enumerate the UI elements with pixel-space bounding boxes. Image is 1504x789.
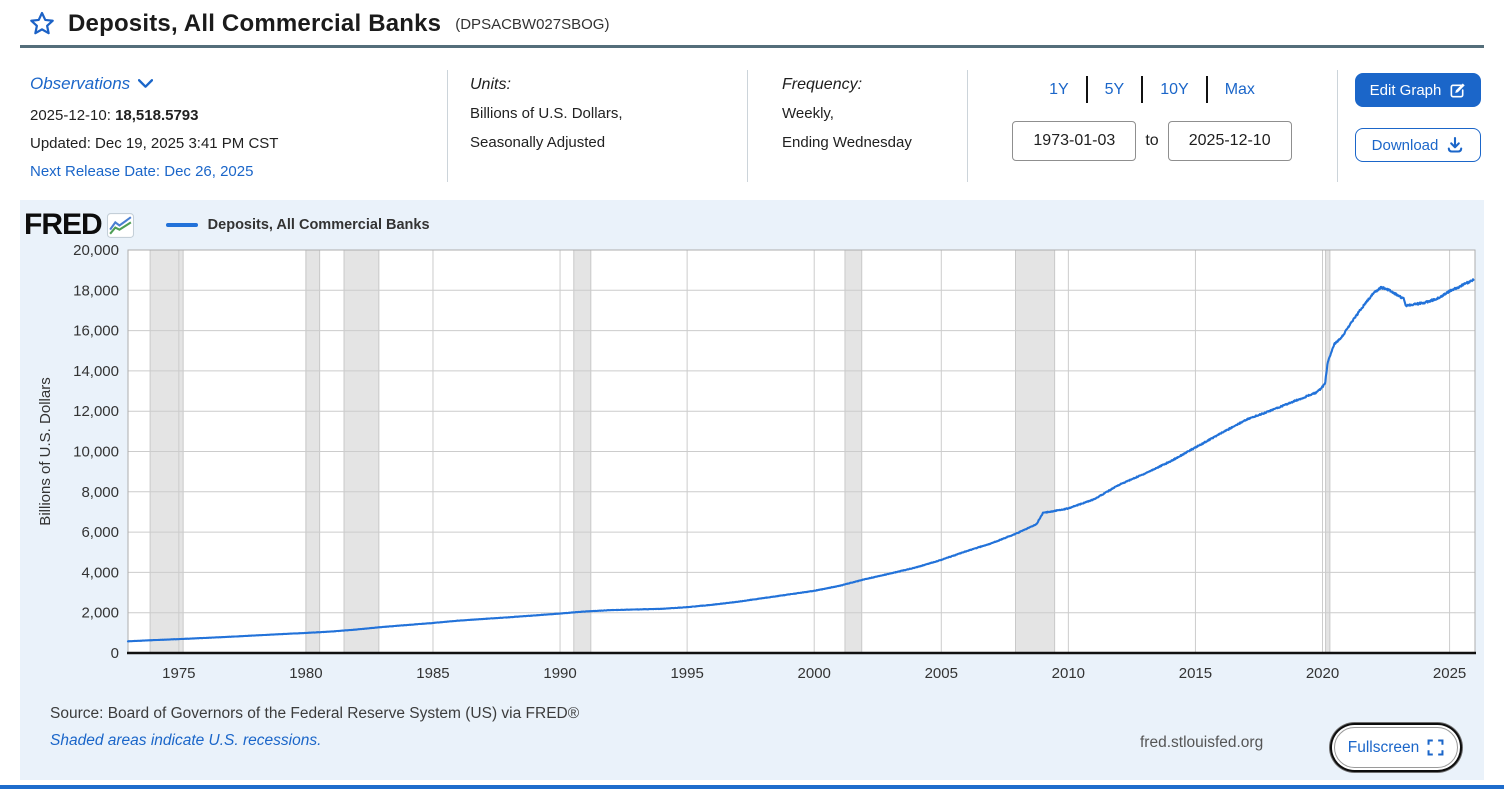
divider: [747, 70, 748, 182]
fred-logo-text: FRED: [24, 208, 103, 241]
preset-separator: [1141, 76, 1144, 103]
next-release-link[interactable]: Next Release Date: Dec 26, 2025: [30, 163, 254, 180]
updated-text: Updated: Dec 19, 2025 3:41 PM CST: [30, 135, 279, 152]
header-divider: [20, 45, 1484, 48]
favorite-star-icon[interactable]: [28, 10, 56, 38]
bottom-accent-bar: [0, 785, 1504, 789]
frequency-section: Frequency: Weekly, Ending Wednesday: [782, 70, 912, 157]
svg-text:14,000: 14,000: [73, 363, 119, 380]
end-date-input[interactable]: [1167, 121, 1292, 161]
svg-text:2,000: 2,000: [81, 605, 119, 622]
date-range-inputs: to: [972, 121, 1332, 161]
edit-pen-square-icon: [1450, 83, 1466, 97]
edit-graph-label: Edit Graph: [1369, 81, 1442, 99]
fullscreen-button[interactable]: Fullscreen: [1334, 727, 1458, 768]
latest-observation: 2025-12-10: 18,518.5793: [30, 102, 278, 130]
download-icon: [1448, 136, 1463, 153]
chart-header: FRED Deposits, All Commercial Banks: [24, 208, 430, 242]
range-preset-max[interactable]: Max: [1224, 80, 1255, 98]
svg-text:1980: 1980: [289, 665, 322, 682]
svg-text:1995: 1995: [670, 665, 703, 682]
svg-text:0: 0: [111, 645, 119, 662]
units-line2: Seasonally Adjusted: [470, 134, 606, 151]
frequency-line1: Weekly,: [782, 105, 834, 122]
range-preset-1y[interactable]: 1Y: [1049, 80, 1069, 98]
legend-label: Deposits, All Commercial Banks: [207, 217, 430, 233]
fred-logo-chart-icon: [106, 212, 134, 238]
chart-legend: Deposits, All Commercial Banks: [165, 217, 430, 233]
svg-text:6,000: 6,000: [81, 524, 119, 541]
svg-text:1990: 1990: [543, 665, 576, 682]
fred-site-text: fred.stlouisfed.org: [1140, 734, 1264, 751]
page-title: Deposits, All Commercial Banks: [68, 10, 442, 37]
divider: [1337, 70, 1338, 182]
range-preset-5y[interactable]: 5Y: [1104, 80, 1125, 98]
units-line1: Billions of U.S. Dollars,: [470, 105, 623, 122]
actions-section: Edit Graph Download: [1355, 73, 1481, 162]
divider: [447, 70, 448, 182]
latest-observation-date: 2025-12-10:: [30, 107, 111, 124]
observations-section: Observations 2025-12-10: 18,518.5793 Upd…: [30, 70, 278, 186]
page-header: Deposits, All Commercial Banks (DPSACBW0…: [28, 10, 609, 38]
svg-text:2020: 2020: [1306, 665, 1339, 682]
svg-text:2010: 2010: [1052, 665, 1085, 682]
svg-text:1985: 1985: [416, 665, 449, 682]
preset-separator: [1205, 76, 1208, 103]
deposits-line-chart[interactable]: 0 2,000 4,000 6,000 8,000 10,000 12,000 14,000 1…: [20, 240, 1484, 690]
svg-text:2005: 2005: [925, 665, 958, 682]
series-id: (DPSACBW027SBOG): [455, 15, 610, 33]
svg-text:2015: 2015: [1179, 665, 1212, 682]
legend-line-swatch: [165, 223, 198, 227]
svg-text:4,000: 4,000: [81, 564, 119, 581]
fred-logo: FRED: [24, 208, 134, 242]
latest-observation-value: 18,518.5793: [115, 107, 199, 124]
chart-panel: FRED Deposits, All Commercial Banks 0 2,0…: [20, 200, 1484, 780]
chart-source: Source: Board of Governors of the Federa…: [50, 705, 580, 722]
frequency-label: Frequency:: [782, 76, 863, 93]
observations-dropdown[interactable]: Observations: [30, 70, 278, 98]
svg-text:10,000: 10,000: [73, 444, 119, 461]
svg-text:16,000: 16,000: [73, 323, 119, 340]
svg-text:12,000: 12,000: [73, 403, 119, 420]
to-label: to: [1145, 132, 1159, 149]
range-preset-10y[interactable]: 10Y: [1160, 80, 1189, 98]
svg-text:8,000: 8,000: [81, 484, 119, 501]
divider: [967, 70, 968, 182]
download-label: Download: [1371, 136, 1439, 154]
download-button[interactable]: Download: [1355, 128, 1481, 162]
svg-text:1975: 1975: [162, 665, 195, 682]
svg-text:2025: 2025: [1433, 665, 1466, 682]
fullscreen-label: Fullscreen: [1347, 738, 1420, 756]
fullscreen-icon: [1427, 739, 1444, 756]
svg-text:Billions of U.S. Dollars: Billions of U.S. Dollars: [37, 377, 54, 525]
units-section: Units: Billions of U.S. Dollars, Seasona…: [470, 70, 623, 157]
units-label: Units:: [470, 76, 511, 93]
recession-note-link[interactable]: Shaded areas indicate U.S. recessions.: [50, 732, 322, 749]
svg-text:18,000: 18,000: [73, 282, 119, 299]
preset-separator: [1085, 76, 1088, 103]
date-range-section: 1Y 5Y 10Y Max to: [972, 76, 1332, 161]
chevron-down-icon: [138, 79, 154, 88]
svg-text:20,000: 20,000: [73, 242, 119, 259]
observations-label: Observations: [30, 74, 131, 93]
frequency-line2: Ending Wednesday: [782, 134, 912, 151]
svg-text:2000: 2000: [798, 665, 831, 682]
start-date-input[interactable]: [1012, 121, 1137, 161]
edit-graph-button[interactable]: Edit Graph: [1355, 73, 1481, 107]
range-presets: 1Y 5Y 10Y Max: [972, 76, 1332, 103]
